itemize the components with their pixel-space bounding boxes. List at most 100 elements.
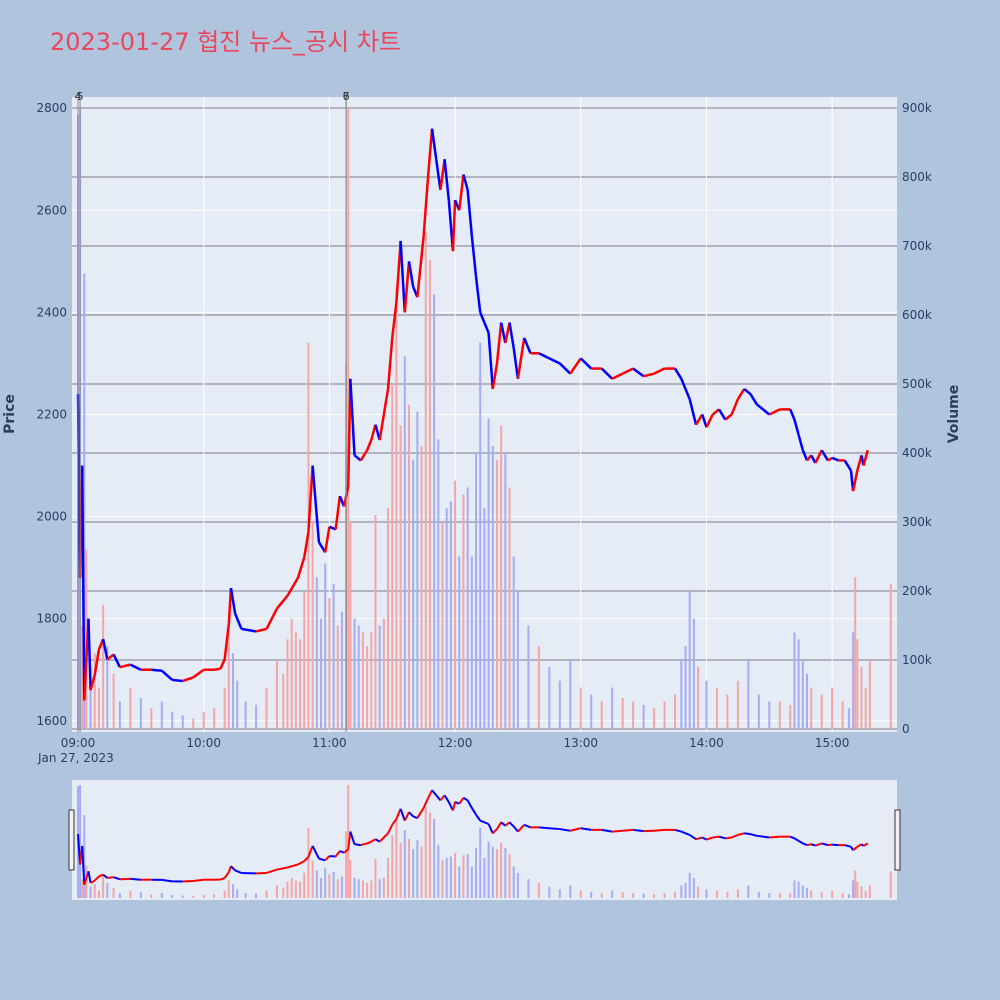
range-slider-volume-bar	[395, 817, 398, 898]
range-slider-price-segment	[798, 840, 804, 845]
range-slider-volume-bar	[416, 840, 419, 898]
time-tick-label: 12:00	[438, 736, 473, 750]
price-segment	[600, 367, 614, 380]
range-slider-volume-bar	[366, 882, 369, 898]
volume-bar	[470, 556, 473, 729]
range-slider-price-segment	[374, 838, 381, 843]
range-slider-right-handle[interactable]	[894, 809, 901, 871]
range-slider-price-segment	[580, 827, 592, 831]
range-slider-price-segment	[324, 855, 331, 861]
price-tick-label: 2200	[36, 408, 67, 422]
volume-axis: 0 100k 200k 300k 400k 500k 600k 700k 800k 900k	[902, 101, 932, 736]
range-slider-price-segment	[549, 827, 560, 831]
range-slider-volume-bar	[213, 894, 216, 898]
range-slider-volume-bar	[286, 881, 289, 898]
range-slider-price-segment	[98, 873, 104, 878]
range-slider-price-segment	[297, 860, 305, 866]
range-slider-price-segment	[391, 818, 398, 826]
range-slider-price-segment	[107, 876, 114, 880]
volume-bar	[475, 453, 478, 729]
range-slider-volume-bar	[353, 877, 356, 898]
range-slider-volume-bar	[569, 885, 572, 898]
price-segment	[241, 627, 257, 633]
range-slider-volume-bar	[537, 882, 540, 898]
price-segment	[365, 439, 373, 451]
range-slider-volume-bar	[653, 894, 656, 898]
price-segment	[233, 613, 243, 630]
range-slider-volume-bar	[83, 815, 86, 898]
range-slider-price-segment	[504, 821, 511, 827]
price-segment	[701, 414, 708, 428]
range-slider-price-segment	[500, 821, 506, 827]
range-slider[interactable]	[68, 780, 901, 900]
chart-title: 2023-01-27 협진 뉴스_공시 차트	[50, 28, 402, 56]
price-segment	[370, 424, 377, 441]
volume-tick-label: 200k	[902, 584, 932, 598]
price-segment	[334, 496, 342, 530]
range-slider-volume-bar	[820, 891, 823, 898]
price-segment	[213, 667, 221, 671]
volume-bar	[340, 611, 343, 729]
range-slider-price-segment	[718, 835, 726, 840]
range-slider-price-segment	[789, 835, 795, 840]
price-segment	[227, 587, 233, 624]
range-slider-volume-bar	[89, 886, 92, 898]
volume-bar	[441, 522, 444, 729]
range-slider-price-segment	[844, 844, 852, 848]
volume-bar	[590, 694, 593, 729]
range-slider-volume-bar	[736, 889, 739, 898]
volume-bar	[320, 618, 323, 729]
range-slider-volume-bar	[232, 884, 235, 898]
volume-bar	[757, 694, 760, 729]
volume-bar	[382, 618, 385, 729]
volume-bar	[680, 660, 683, 729]
volume-bar	[736, 680, 739, 729]
price-segment	[112, 653, 122, 668]
volume-bar	[491, 446, 494, 729]
price-segment	[820, 449, 830, 462]
range-slider-volume-bar	[516, 872, 519, 898]
price-segment	[276, 594, 289, 610]
price-segment	[569, 357, 582, 375]
y2-axis-title: Volume	[946, 385, 962, 444]
range-slider-volume-bar	[407, 838, 410, 898]
volume-bar	[697, 666, 700, 729]
range-slider-price-segment	[366, 840, 372, 845]
volume-bar	[349, 522, 352, 729]
range-slider-volume-bar	[294, 880, 297, 898]
volume-bar	[684, 646, 687, 729]
volume-bar	[407, 404, 410, 729]
volume-bar	[129, 687, 132, 729]
time-tick-label: 11:00	[312, 736, 347, 750]
price-segment	[632, 367, 645, 378]
price-segment	[851, 470, 859, 492]
volume-bar	[328, 597, 331, 729]
volume-bar	[324, 563, 327, 729]
range-slider-price-segment	[422, 798, 429, 809]
price-segment	[579, 357, 593, 370]
range-slider-volume-bar	[642, 893, 645, 898]
volume-bar	[860, 666, 863, 729]
range-slider-volume-bar	[500, 842, 503, 898]
range-slider-price-segment	[447, 801, 454, 811]
range-slider-volume-bar	[299, 881, 302, 898]
range-slider-volume-bar	[504, 847, 507, 898]
volume-tick-label: 900k	[902, 101, 932, 115]
range-slider-volume-bar	[778, 892, 781, 898]
range-slider-volume-bar	[600, 892, 603, 898]
range-slider-volume-bar	[527, 879, 530, 898]
volume-tick-label: 600k	[902, 308, 932, 322]
volume-bar	[416, 411, 419, 729]
range-slider-price-segment	[130, 877, 141, 881]
price-segment	[611, 372, 624, 380]
range-slider-left-handle[interactable]	[68, 809, 75, 871]
range-slider-volume-bar	[856, 881, 859, 898]
range-slider-volume-bar	[150, 894, 153, 898]
price-segment	[192, 668, 205, 679]
range-slider-price-segment	[193, 878, 204, 882]
range-slider-price-segment	[821, 842, 829, 847]
range-slider-volume-bar	[399, 842, 402, 898]
range-slider-volume-bar	[684, 882, 687, 898]
volume-bar	[370, 632, 373, 729]
range-slider-volume-bar	[441, 860, 444, 898]
